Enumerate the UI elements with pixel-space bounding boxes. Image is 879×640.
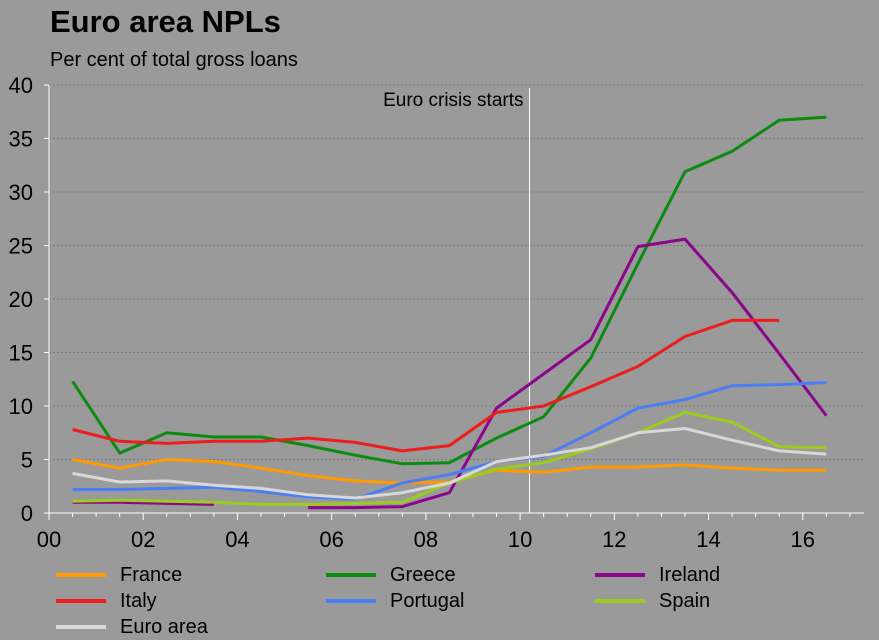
- y-tick-label: 10: [9, 394, 33, 419]
- legend-swatch: [595, 599, 645, 603]
- chart-subtitle: Per cent of total gross loans: [50, 49, 298, 71]
- legend-label: Italy: [120, 589, 157, 612]
- legend-label: Spain: [659, 589, 711, 612]
- y-tick-label: 35: [9, 127, 33, 152]
- legend-item-ireland: Ireland: [595, 562, 855, 588]
- legend-swatch: [56, 599, 106, 603]
- legend-item-portugal: Portugal: [326, 588, 586, 614]
- chart-title: Euro area NPLs: [50, 4, 281, 39]
- series-line-italy: [72, 318, 780, 453]
- legend-swatch: [56, 625, 106, 629]
- legend-swatch: [326, 573, 376, 577]
- x-tick-label: 12: [602, 527, 626, 552]
- legend-swatch: [326, 599, 376, 603]
- y-tick-label: 15: [9, 341, 33, 366]
- euro-crisis-annotation: Euro crisis starts: [383, 90, 523, 111]
- legend-label: Greece: [390, 563, 456, 586]
- x-tick-label: 04: [225, 527, 249, 552]
- y-tick-label: 5: [21, 448, 33, 473]
- legend-swatch: [56, 573, 106, 577]
- x-tick-label: 02: [131, 527, 155, 552]
- series-line-euro-area: [72, 427, 827, 500]
- legend-swatch: [595, 573, 645, 577]
- x-tick-label: 14: [696, 527, 720, 552]
- legend-item-france: France: [56, 562, 316, 588]
- line-chart: 0 5 10 15 20 25 30 35 40 00 02 04 06 08 10 12 14 16 Euro c…: [9, 73, 864, 552]
- legend-item-euro-area: Euro area: [56, 614, 316, 640]
- y-tick-label: 25: [9, 234, 33, 259]
- x-tick-label: 06: [319, 527, 343, 552]
- x-tick-label: 08: [414, 527, 438, 552]
- x-tick-label: 10: [508, 527, 532, 552]
- legend-item-greece: Greece: [326, 562, 586, 588]
- series-line-ireland: [308, 237, 828, 510]
- legend-label: Euro area: [120, 615, 208, 638]
- legend: France Greece Ireland Italy Portugal Spa…: [56, 562, 856, 638]
- legend-label: France: [120, 563, 183, 586]
- y-tick-label: 40: [9, 73, 33, 98]
- legend-label: Ireland: [659, 563, 721, 586]
- y-tick-label: 30: [9, 180, 33, 205]
- legend-item-italy: Italy: [56, 588, 316, 614]
- y-tick-label: 0: [21, 501, 33, 526]
- series-line-greece: [71, 115, 827, 466]
- series-line-portugal: [72, 381, 827, 501]
- x-tick-label: 00: [37, 527, 61, 552]
- y-tick-label: 20: [9, 287, 33, 312]
- series-line-ireland: [72, 500, 214, 506]
- legend-label: Portugal: [390, 589, 465, 612]
- x-tick-label: 16: [791, 527, 815, 552]
- legend-item-spain: Spain: [595, 588, 855, 614]
